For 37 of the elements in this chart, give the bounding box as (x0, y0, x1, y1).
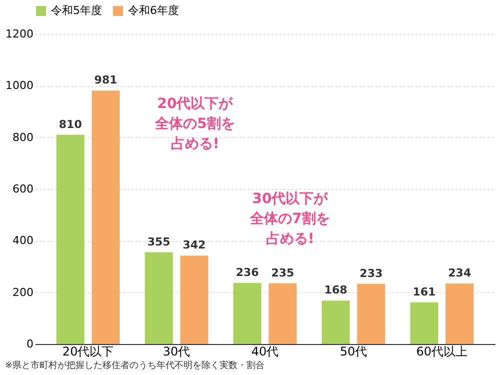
bar (357, 284, 386, 344)
data-label: 233 (360, 266, 383, 280)
bar (233, 283, 262, 344)
bar (92, 90, 120, 344)
bar (410, 302, 438, 344)
x-tick-label: 40代 (251, 344, 279, 358)
data-label: 342 (182, 238, 206, 252)
data-label: 236 (236, 266, 260, 280)
annotation: 20代以下が全体の5割を占める! (154, 96, 235, 152)
y-tick-label: 0 (26, 338, 34, 350)
data-label: 810 (58, 118, 82, 131)
x-tick-label: 60代以上 (416, 344, 468, 358)
bar (446, 284, 474, 344)
bar (268, 283, 297, 344)
legend-label: 令和6年度 (128, 4, 179, 17)
bar (180, 256, 208, 344)
legend-label: 令和5年度 (51, 4, 102, 17)
x-tick-label: 50代 (340, 344, 368, 358)
bar (322, 300, 350, 344)
y-tick-label: 200 (12, 286, 34, 299)
data-label: 355 (147, 235, 170, 248)
y-tick-label: 400 (12, 234, 34, 248)
y-tick-label: 1200 (6, 28, 34, 40)
x-tick-label: 20代以下 (62, 344, 114, 358)
text: ※県と市町村が把握した移住者のうち年代不明を除く実数・割合 (5, 360, 265, 371)
data-label: 981 (94, 74, 118, 87)
y-tick-label: 800 (12, 130, 34, 144)
bar (56, 134, 84, 344)
data-label: 235 (271, 266, 294, 280)
data-label: 161 (412, 285, 436, 298)
data-label: 234 (448, 266, 472, 280)
y-tick-label: 600 (12, 182, 34, 196)
annotation: 30代以下が全体の7割を占める! (249, 191, 330, 247)
bar (144, 252, 173, 344)
x-tick-label: 30代 (162, 344, 190, 358)
data-label: 168 (324, 284, 348, 297)
y-tick-label: 1000 (6, 79, 34, 92)
